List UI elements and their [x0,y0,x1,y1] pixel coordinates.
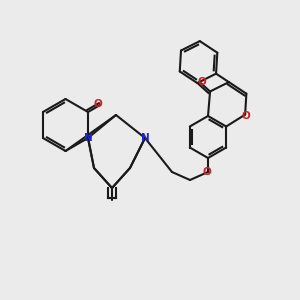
Text: O: O [197,77,206,87]
Text: O: O [242,111,250,121]
Text: N: N [84,133,92,143]
Text: N: N [141,133,149,143]
Text: O: O [202,167,211,177]
Text: O: O [94,99,103,109]
